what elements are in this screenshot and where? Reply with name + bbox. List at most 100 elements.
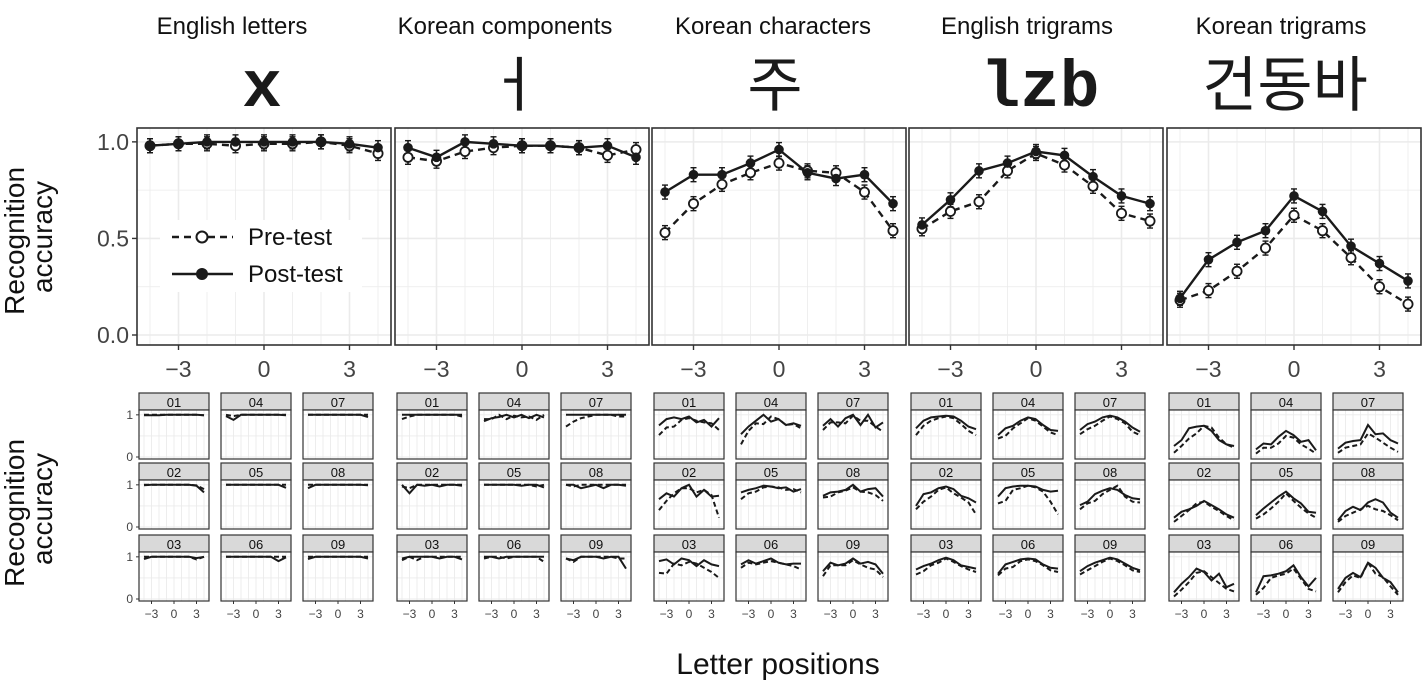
panel-border <box>220 409 292 460</box>
post-test-line <box>1337 498 1399 521</box>
panel-border <box>1074 479 1146 530</box>
strip-label: 07 <box>1361 395 1375 410</box>
pre-test-line <box>1079 484 1141 511</box>
subject-panel-08: 08 <box>302 462 374 530</box>
bottom-ylabel: Recognition accuracy <box>0 431 58 587</box>
panel-title: Korean characters <box>675 13 871 40</box>
x-tick-label: 0 <box>1025 607 1032 621</box>
post-test-line <box>915 485 977 507</box>
post-test-line <box>822 557 884 575</box>
pre-test-point <box>1374 281 1386 293</box>
x-tick-label: −3 <box>165 356 191 382</box>
post-test-line <box>1255 563 1317 593</box>
legend-pre-marker <box>195 230 209 244</box>
subject-panel-05: 05 <box>220 462 292 530</box>
post-test-point <box>917 220 927 230</box>
x-tick-label: 3 <box>872 607 879 621</box>
post-test-line <box>997 557 1059 575</box>
pre-test-point <box>1345 252 1357 264</box>
strip-label: 05 <box>1021 465 1035 480</box>
pre-test-point <box>1402 298 1414 310</box>
post-test-line <box>658 415 720 429</box>
panel-border <box>1250 479 1322 530</box>
subject-panel-07: 07 <box>302 392 374 460</box>
post-test-point <box>660 187 670 197</box>
top-ylabel-line-1: Recognition <box>0 167 30 315</box>
subject-panel-03: 03−3 0 3 <box>910 534 982 621</box>
subject-panel-09: 09 −3 0 3 <box>302 534 374 621</box>
stimulus-glyph: 건동바 <box>1202 51 1368 121</box>
post-test-line <box>1173 424 1235 447</box>
pre-test-point <box>459 146 471 158</box>
strip-label: 09 <box>846 537 860 552</box>
stimulus-glyph: lzb <box>981 51 1100 126</box>
panel-border <box>817 409 889 460</box>
x-tick-label: 3 <box>1373 356 1386 382</box>
pre-test-point <box>402 151 414 163</box>
subject-panel-09: 09 −3 0 3 <box>1332 534 1404 621</box>
pre-test-point <box>745 167 757 179</box>
post-test-point <box>403 142 413 153</box>
strip-label: 08 <box>589 465 603 480</box>
strip-label: 03 <box>939 537 953 552</box>
post-test-point <box>745 158 756 168</box>
subject-panel-09: 09 −3 0 3 <box>817 534 889 621</box>
post-test-line <box>997 484 1059 498</box>
x-tick-label: 3 <box>965 607 972 621</box>
post-test-line <box>1079 556 1141 573</box>
xlabel: Letter positions <box>676 648 879 681</box>
pre-test-point <box>945 205 957 217</box>
post-test-point <box>1059 150 1070 161</box>
subject-panel-02: 02 <box>910 462 982 530</box>
post-test-point <box>287 137 298 147</box>
panel-border <box>138 479 210 530</box>
subject-panel-01: 01 <box>910 392 982 460</box>
pre-test-point <box>1317 225 1329 237</box>
post-test-point <box>431 152 442 163</box>
strip-label: 04 <box>764 395 778 410</box>
x-tick-label: 0 <box>1107 607 1114 621</box>
x-tick-label: 3 <box>343 356 356 382</box>
panel-border <box>992 409 1064 460</box>
panel-border <box>396 479 468 530</box>
post-test-line <box>997 416 1059 436</box>
post-test-line <box>483 413 545 423</box>
strip-label: 02 <box>167 465 181 480</box>
subject-panel-07: 07 <box>1332 392 1404 460</box>
pre-test-point <box>1260 242 1272 254</box>
post-test-point <box>488 138 499 149</box>
post-test-point <box>1260 225 1271 236</box>
post-test-point <box>1031 146 1041 157</box>
subject-panel-04: 04 <box>220 392 292 460</box>
x-tick-label: 0 <box>1030 356 1043 382</box>
post-test-line <box>1337 423 1399 450</box>
y-tick-label: 1 <box>126 478 133 492</box>
post-test-point <box>1346 241 1356 251</box>
x-tick-label: 0 <box>1288 356 1301 382</box>
panel-border <box>560 479 632 530</box>
x-tick-label: 0 <box>686 607 693 621</box>
strip-label: 05 <box>764 465 778 480</box>
panel-border <box>1250 409 1322 460</box>
post-test-line <box>143 483 205 494</box>
post-test-point <box>1289 191 1299 201</box>
x-tick-label: 3 <box>451 607 458 621</box>
x-tick-label: 3 <box>1387 607 1394 621</box>
x-tick-label: −3 <box>485 607 499 621</box>
post-test-line <box>822 412 884 429</box>
x-tick-label: 3 <box>615 607 622 621</box>
x-tick-label: 0 <box>850 607 857 621</box>
post-test-point <box>688 169 699 180</box>
x-tick-label: −3 <box>680 356 706 382</box>
y-tick-label: 0.0 <box>97 322 129 348</box>
post-test-point <box>460 137 470 147</box>
x-tick-label: −3 <box>145 607 159 621</box>
subject-panel-02: 02 <box>1168 462 1240 530</box>
panel-border <box>653 409 725 460</box>
x-tick-label: 0 <box>943 607 950 621</box>
panel-title: English letters <box>157 13 308 40</box>
subject-panel-09: 09 −3 0 3 <box>1074 534 1146 621</box>
pre-test-point <box>1203 285 1215 297</box>
strip-label: 01 <box>939 395 953 410</box>
